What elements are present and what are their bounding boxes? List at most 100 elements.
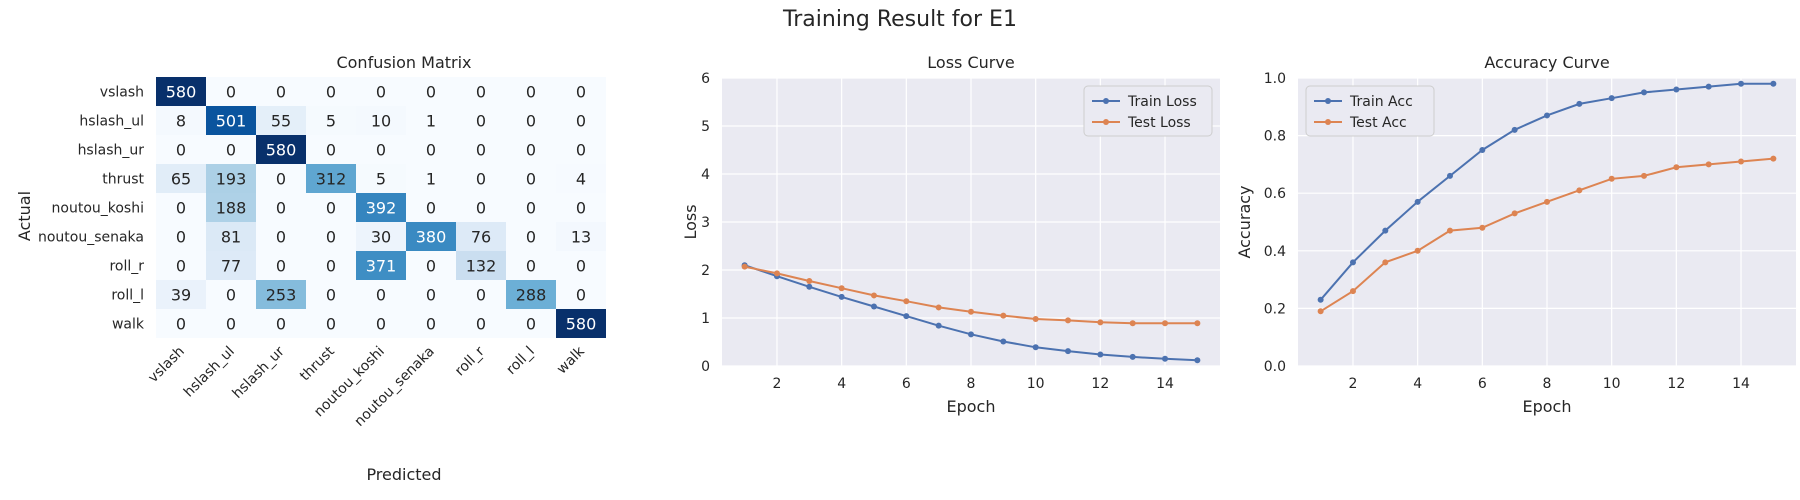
cm-cell [556, 77, 606, 106]
train-acc-point [1317, 296, 1324, 303]
train-acc-point [1479, 147, 1486, 153]
x-tick-label: 14 [1156, 376, 1174, 392]
loss-xlabel: Epoch [947, 397, 996, 416]
cm-cell-value: 0 [376, 286, 386, 305]
cm-cell-value: 312 [316, 170, 347, 189]
cm-cell [306, 164, 356, 193]
cm-cell [406, 309, 456, 338]
cm-cell [506, 280, 556, 309]
y-tick-label: 1 [701, 311, 710, 327]
cm-cell-value: 0 [326, 228, 336, 247]
cm-cell [456, 309, 506, 338]
cm-cell [156, 251, 206, 280]
test-acc-point [1641, 172, 1648, 179]
loss-gridlines [722, 77, 1220, 367]
accuracy-legend: Train Acc Test Acc [1305, 85, 1435, 137]
cm-cell-value: 0 [226, 141, 236, 160]
cm-cell [256, 222, 306, 251]
cm-cell-value: 0 [426, 199, 436, 218]
test-acc-point [1673, 164, 1680, 171]
cm-cell-value: 580 [166, 83, 197, 102]
confusion-matrix-ylabel: Actual [15, 191, 34, 241]
train-acc-point [1608, 95, 1615, 102]
cm-cell [356, 77, 406, 106]
cm-cell [156, 106, 206, 135]
legend-label: Test Acc [1349, 115, 1407, 131]
x-tick-label: 12 [1091, 376, 1109, 392]
cm-cell [156, 280, 206, 309]
y-tick-label: 0.6 [1264, 186, 1286, 202]
cm-cell [456, 251, 506, 280]
train-acc-point [1770, 80, 1777, 87]
cm-cell [206, 309, 256, 338]
cm-cell-value: 501 [216, 112, 247, 131]
cm-cell [306, 251, 356, 280]
loss-ylabel: Loss [681, 204, 700, 239]
cm-cell-value: 253 [266, 286, 297, 305]
loss-curve-title: Loss Curve [927, 53, 1014, 72]
test-acc-point [1349, 288, 1356, 295]
cm-cell [206, 106, 256, 135]
cm-cell-value: 65 [171, 170, 191, 189]
cm-cell-value: 0 [426, 286, 436, 305]
cm-cell [506, 106, 556, 135]
cm-cell [356, 280, 406, 309]
y-tick-label: 6 [701, 71, 710, 87]
y-tick-label: 0.8 [1264, 129, 1286, 145]
test-acc-point [1576, 187, 1583, 194]
cm-cell-value: 380 [416, 228, 447, 247]
train-loss-point [1032, 344, 1039, 351]
test-acc-point [1414, 247, 1421, 254]
cm-cell [406, 164, 456, 193]
test-acc-point [1317, 308, 1324, 315]
x-tick-label: 4 [837, 376, 846, 392]
cm-cell [506, 77, 556, 106]
y-tick-label: 2 [701, 263, 710, 279]
train-loss-point [903, 313, 910, 320]
test-loss-point [935, 304, 942, 311]
train-loss-point [1000, 338, 1007, 345]
cm-cell-value: 76 [471, 228, 491, 247]
test-acc-point [1544, 198, 1550, 205]
train-acc-point [1349, 259, 1356, 266]
x-tick-label: 2 [773, 376, 782, 392]
test-loss-point [741, 263, 748, 270]
cm-cell-value: 0 [376, 315, 386, 334]
train-loss-point [1162, 355, 1169, 362]
cm-cell-value: 0 [476, 199, 486, 218]
test-loss-point [968, 308, 974, 315]
cm-cell [556, 164, 606, 193]
cm-cell [156, 77, 206, 106]
cm-cell [456, 193, 506, 222]
cm-cell [206, 222, 256, 251]
cm-cell [306, 222, 356, 251]
cm-cell-value: 0 [326, 199, 336, 218]
test-loss-point [1194, 320, 1201, 327]
cm-cell [356, 193, 406, 222]
y-tick-label: 1.0 [1264, 71, 1286, 87]
cm-cell-value: 0 [326, 286, 336, 305]
cm-y-tick-label: noutou_senaka [38, 230, 144, 246]
cm-cell [256, 309, 306, 338]
cm-cell-value: 0 [276, 83, 286, 102]
cm-cell-value: 30 [371, 228, 391, 247]
cm-cell [206, 251, 256, 280]
train-acc-point [1382, 227, 1389, 234]
cm-cell [406, 251, 456, 280]
cm-cell [156, 309, 206, 338]
cm-cell [556, 135, 606, 164]
confusion-matrix-panel: Confusion Matrix 580 0 0 0 0 0 0 0 08 501 55 5 10 1 0 0… [15, 53, 606, 484]
cm-cell-value: 0 [476, 141, 486, 160]
cm-cell [206, 164, 256, 193]
confusion-matrix-xlabel: Predicted [366, 465, 441, 484]
cm-cell-value: 132 [466, 257, 497, 276]
cm-cell-value: 0 [176, 228, 186, 247]
test-loss-point [903, 298, 910, 305]
cm-cell-value: 0 [526, 315, 536, 334]
confusion-matrix-cells: 580 0 0 0 0 0 0 0 08 501 55 5 10 1 0 0 00 0 580 0 0 0 0 0 065 193… [156, 77, 606, 338]
cm-cell-value: 0 [426, 83, 436, 102]
cm-cell-value: 0 [426, 315, 436, 334]
cm-cell [406, 106, 456, 135]
